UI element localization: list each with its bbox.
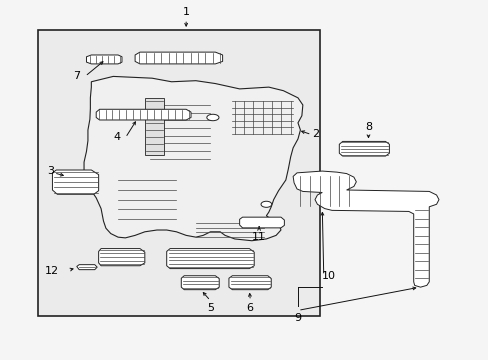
Polygon shape — [77, 265, 97, 270]
Polygon shape — [86, 55, 122, 64]
Polygon shape — [339, 141, 388, 156]
Text: 10: 10 — [322, 271, 336, 282]
Polygon shape — [228, 276, 271, 290]
Text: 1: 1 — [183, 8, 189, 18]
Text: 5: 5 — [206, 303, 214, 313]
Text: 4: 4 — [113, 132, 120, 142]
Polygon shape — [84, 76, 302, 241]
Polygon shape — [181, 276, 219, 290]
Text: 2: 2 — [312, 129, 319, 139]
Text: 12: 12 — [45, 266, 59, 276]
Polygon shape — [135, 52, 222, 64]
Polygon shape — [166, 249, 254, 269]
Polygon shape — [99, 249, 144, 266]
Bar — [38, 30, 319, 316]
Polygon shape — [239, 217, 284, 228]
Text: 6: 6 — [245, 303, 252, 313]
Polygon shape — [96, 109, 191, 120]
Text: 9: 9 — [294, 313, 301, 323]
Text: 11: 11 — [252, 232, 265, 242]
Text: 8: 8 — [364, 122, 371, 132]
Text: 7: 7 — [73, 71, 81, 81]
Ellipse shape — [261, 201, 271, 207]
Text: 3: 3 — [47, 166, 55, 176]
Polygon shape — [292, 171, 438, 287]
Polygon shape — [52, 170, 99, 194]
Ellipse shape — [206, 114, 219, 121]
Polygon shape — [144, 98, 164, 155]
